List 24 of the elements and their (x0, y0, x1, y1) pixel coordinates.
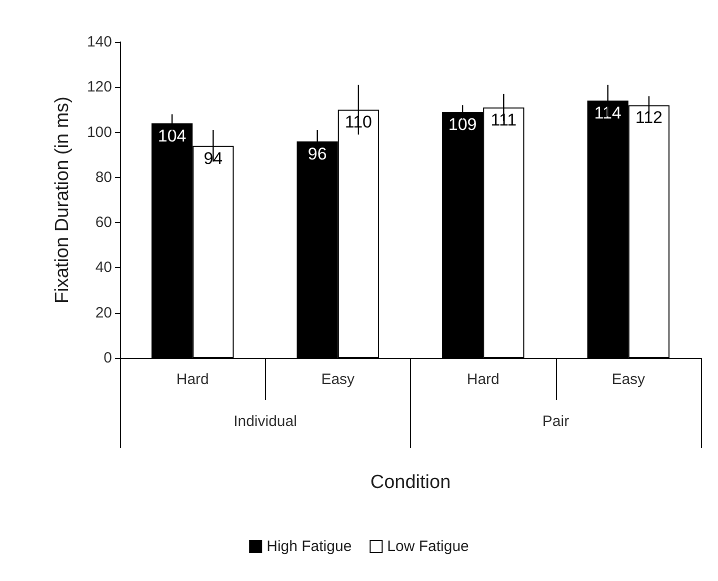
y-axis-title: Fixation Duration (in ms) (52, 96, 73, 304)
x-tick-label: Easy (321, 371, 356, 388)
text: Individual (234, 413, 297, 430)
x-tick-label: Hard (176, 371, 209, 388)
y-tick-label: 120 (86, 78, 112, 96)
x-axis-title: Condition (370, 472, 451, 493)
y-tick-label: 140 (86, 34, 112, 50)
legend-label: Low Fatigue (387, 538, 469, 555)
y-tick-label: 60 (95, 214, 112, 232)
data-label: 111 (490, 110, 517, 130)
data-label: 112 (635, 108, 662, 128)
text: Pair (542, 413, 570, 430)
data-label: 109 (448, 114, 477, 134)
x-tick-label: Easy (612, 371, 646, 388)
x-tick-label: Hard (466, 371, 500, 388)
legend-label: High Fatigue (266, 538, 352, 555)
y-tick-label: 0 (104, 350, 112, 366)
data-label: 94 (204, 148, 223, 168)
y-tick-label: 80 (95, 168, 112, 186)
data-label: 96 (308, 144, 327, 164)
y-tick-label: 40 (95, 259, 112, 276)
y-tick-label: 20 (95, 304, 112, 322)
y-tick-label: 100 (86, 124, 112, 141)
data-label: 104 (158, 126, 186, 146)
